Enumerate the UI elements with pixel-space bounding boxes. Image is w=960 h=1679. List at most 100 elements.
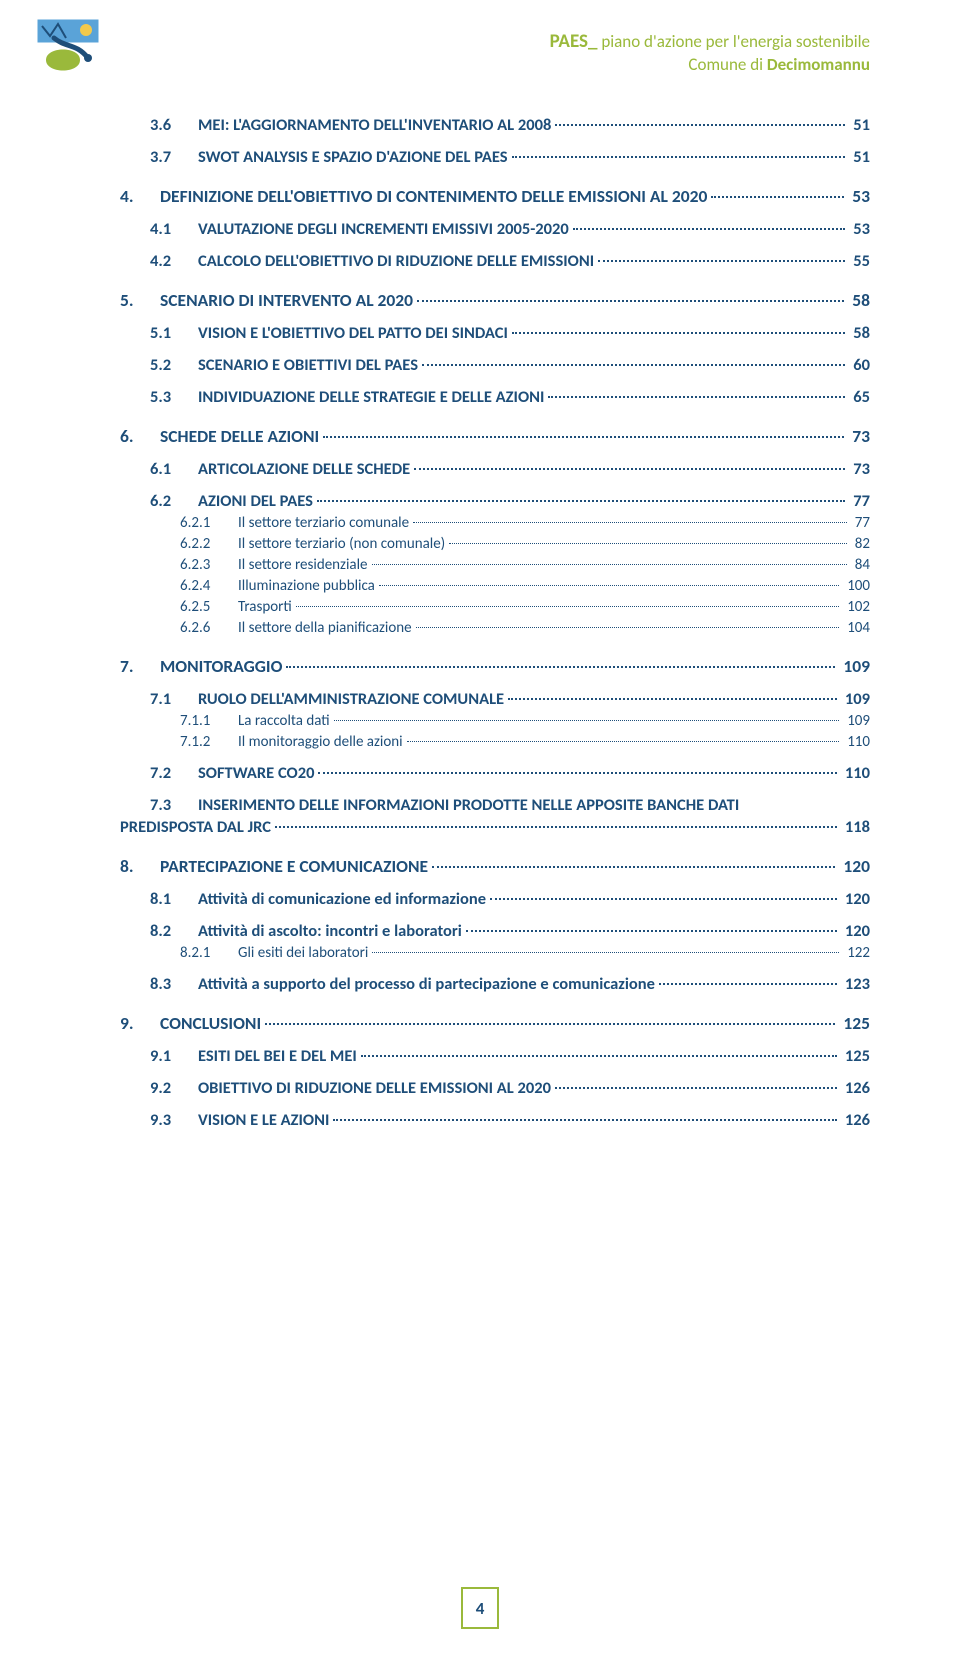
toc-title: Il settore residenziale <box>238 556 368 574</box>
toc-number: 7.2 <box>150 763 198 783</box>
toc-title: VISION E L'OBIETTIVO DEL PATTO DEI SINDA… <box>198 323 508 343</box>
toc-leader <box>334 720 840 721</box>
toc-number: 7.3 <box>150 795 198 815</box>
toc-number: 7. <box>120 655 160 677</box>
toc-number: 6.2.6 <box>180 619 238 637</box>
toc-page: 73 <box>848 425 870 447</box>
toc-number: 3.7 <box>150 147 198 167</box>
toc-page: 104 <box>843 619 870 637</box>
toc-entry: 7.1RUOLO DELL'AMMINISTRAZIONE COMUNALE10… <box>120 689 870 709</box>
toc-leader <box>711 196 844 198</box>
toc-entry: 4.2CALCOLO DELL'OBIETTIVO DI RIDUZIONE D… <box>120 251 870 271</box>
toc-number: 9. <box>120 1012 160 1034</box>
toc-page: 53 <box>849 219 870 239</box>
toc-title: SWOT ANALYSIS E SPAZIO D'AZIONE DEL PAES <box>198 147 508 167</box>
toc-number: 4.1 <box>150 219 198 239</box>
toc-number: 7.1 <box>150 689 198 709</box>
toc-leader <box>432 866 835 868</box>
toc-leader <box>414 468 845 470</box>
toc-number: 3.6 <box>150 115 198 135</box>
toc-number: 8.3 <box>150 974 198 994</box>
header-comune-name: Decimomannu <box>767 54 870 75</box>
toc-number: 6.2.5 <box>180 598 238 616</box>
toc-title: Attività di comunicazione ed informazion… <box>198 889 486 909</box>
header-title-line1: PAES_ piano d'azione per l'energia soste… <box>120 30 870 54</box>
toc-title: PREDISPOSTA DAL JRC <box>120 817 271 837</box>
toc-page: 125 <box>841 1046 870 1066</box>
toc-number: 8.1 <box>150 889 198 909</box>
toc-page: 120 <box>841 921 870 941</box>
toc-page: 110 <box>841 763 870 783</box>
toc-entry: 7.1.1La raccolta dati109 <box>120 712 870 730</box>
header-paes: PAES_ <box>550 30 598 53</box>
toc-page: 65 <box>849 387 870 407</box>
toc-page: 55 <box>849 251 870 271</box>
toc-leader <box>548 396 845 398</box>
header-logo <box>36 18 100 82</box>
toc-leader <box>372 952 839 953</box>
toc-page: 84 <box>851 556 870 574</box>
toc-title: CALCOLO DELL'OBIETTIVO DI RIDUZIONE DELL… <box>198 251 594 271</box>
toc-entry: 8.PARTECIPAZIONE E COMUNICAZIONE 120 <box>120 855 870 877</box>
toc-number: 7.1.1 <box>180 712 238 730</box>
page-container: PAES_ piano d'azione per l'energia soste… <box>0 0 960 1679</box>
toc-title: MONITORAGGIO <box>160 655 282 677</box>
document-header: PAES_ piano d'azione per l'energia soste… <box>120 30 870 75</box>
toc-number: 5.3 <box>150 387 198 407</box>
toc-page: 123 <box>841 974 870 994</box>
toc-page: 126 <box>841 1110 870 1130</box>
toc-leader <box>407 741 840 742</box>
toc-title: VISION E LE AZIONI <box>198 1110 329 1130</box>
toc-title: PARTECIPAZIONE E COMUNICAZIONE <box>160 855 428 877</box>
toc-title: MEI: L'AGGIORNAMENTO DELL'INVENTARIO AL … <box>198 115 551 135</box>
toc-entry: 7.3INSERIMENTO DELLE INFORMAZIONI PRODOT… <box>120 795 870 815</box>
toc-title: SCHEDE DELLE AZIONI <box>160 425 319 447</box>
toc-page: 77 <box>849 491 870 511</box>
toc-number: 6.2.1 <box>180 514 238 532</box>
toc-title: INSERIMENTO DELLE INFORMAZIONI PRODOTTE … <box>198 795 739 815</box>
toc-page: 122 <box>843 944 870 962</box>
toc-title: DEFINIZIONE DELL'OBIETTIVO DI CONTENIMEN… <box>160 185 707 207</box>
toc-number: 6.2.2 <box>180 535 238 553</box>
toc-entry: 9.2OBIETTIVO DI RIDUZIONE DELLE EMISSION… <box>120 1078 870 1098</box>
toc-number: 8. <box>120 855 160 877</box>
toc-number: 4.2 <box>150 251 198 271</box>
toc-leader <box>490 898 837 900</box>
toc-page: 109 <box>841 689 870 709</box>
toc-leader <box>417 300 844 302</box>
toc-page: 53 <box>848 185 870 207</box>
toc-leader <box>573 228 846 230</box>
toc-leader <box>422 364 845 366</box>
table-of-contents: 3.6MEI: L'AGGIORNAMENTO DELL'INVENTARIO … <box>120 115 870 1130</box>
toc-page: 73 <box>849 459 870 479</box>
toc-entry: 4.DEFINIZIONE DELL'OBIETTIVO DI CONTENIM… <box>120 185 870 207</box>
toc-entry: 5.1VISION E L'OBIETTIVO DEL PATTO DEI SI… <box>120 323 870 343</box>
toc-page: 58 <box>848 289 870 311</box>
toc-page: 58 <box>849 323 870 343</box>
toc-leader <box>275 826 837 828</box>
toc-entry: 7.1.2Il monitoraggio delle azioni110 <box>120 733 870 751</box>
toc-leader <box>318 772 836 774</box>
toc-leader <box>379 585 839 586</box>
toc-title: Trasporti <box>238 598 292 616</box>
toc-page: 51 <box>849 115 870 135</box>
toc-title: Il monitoraggio delle azioni <box>238 733 403 751</box>
toc-title: ESITI DEL BEI E DEL MEI <box>198 1046 357 1066</box>
toc-number: 5.2 <box>150 355 198 375</box>
toc-title: VALUTAZIONE DEGLI INCREMENTI EMISSIVI 20… <box>198 219 569 239</box>
page-number-box: 4 <box>461 1587 499 1629</box>
toc-number: 8.2.1 <box>180 944 238 962</box>
toc-title: ARTICOLAZIONE DELLE SCHEDE <box>198 459 410 479</box>
toc-entry: 6.1ARTICOLAZIONE DELLE SCHEDE73 <box>120 459 870 479</box>
toc-entry: 5.2SCENARIO E OBIETTIVI DEL PAES60 <box>120 355 870 375</box>
toc-title: OBIETTIVO DI RIDUZIONE DELLE EMISSIONI A… <box>198 1078 551 1098</box>
toc-title: INDIVIDUAZIONE DELLE STRATEGIE E DELLE A… <box>198 387 544 407</box>
toc-entry: 5.3INDIVIDUAZIONE DELLE STRATEGIE E DELL… <box>120 387 870 407</box>
toc-entry: 9.3VISION E LE AZIONI126 <box>120 1110 870 1130</box>
toc-entry: 6.2.1Il settore terziario comunale77 <box>120 514 870 532</box>
header-title-line2: Comune di Decimomannu <box>120 54 870 75</box>
toc-number: 6.2.4 <box>180 577 238 595</box>
toc-page: 51 <box>849 147 870 167</box>
toc-title: CONCLUSIONI <box>160 1012 261 1034</box>
toc-page: 120 <box>839 855 870 877</box>
